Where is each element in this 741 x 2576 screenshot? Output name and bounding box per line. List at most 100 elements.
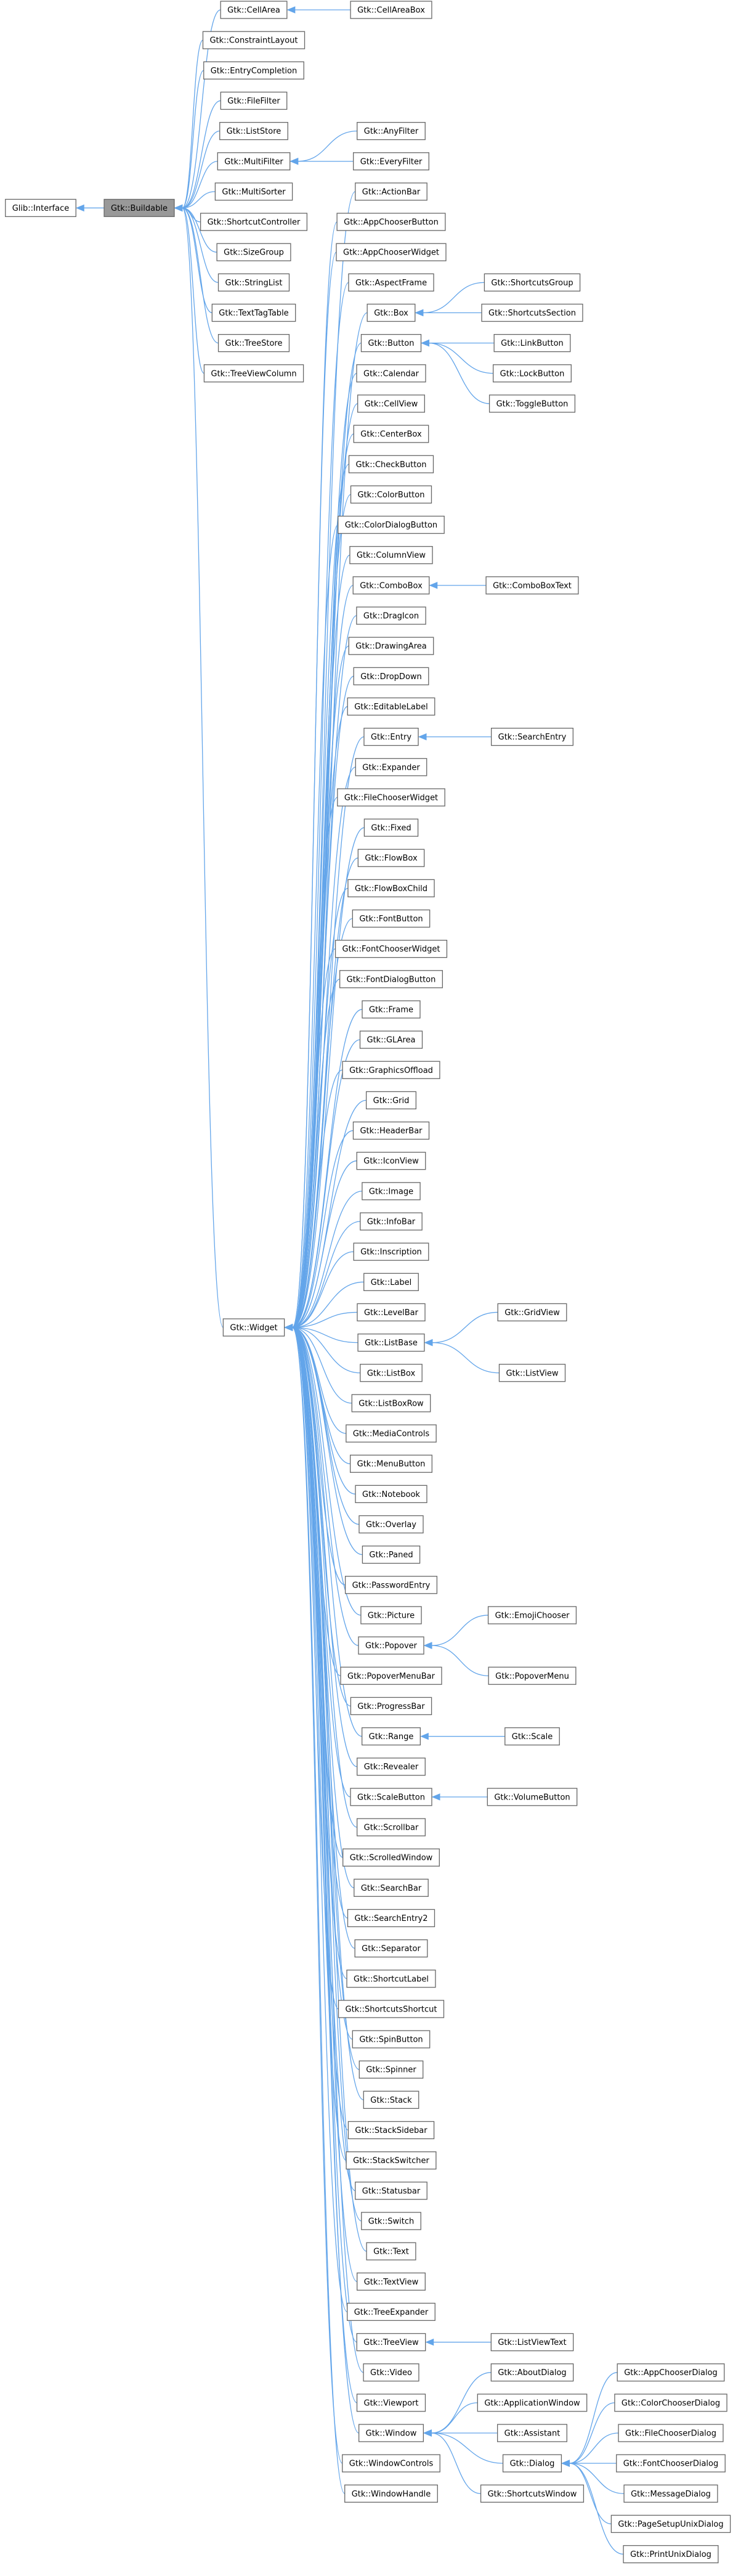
class-label: Gtk::Fixed <box>371 824 411 833</box>
class-box <box>348 637 434 655</box>
class-box <box>356 2333 426 2352</box>
inheritance-edge <box>292 1327 346 1586</box>
class-box <box>365 1091 417 1110</box>
class-box <box>350 1788 432 1806</box>
inheritance-edge <box>292 1327 357 1767</box>
class-box <box>352 909 431 928</box>
class-box <box>347 2121 435 2140</box>
class-label: Gtk::ScrolledWindow <box>350 1854 433 1863</box>
class-label: Gtk::StackSwitcher <box>353 2156 429 2166</box>
class-label: Gtk::ProgressBar <box>357 1702 425 1711</box>
inheritance-edge <box>292 1191 362 1328</box>
class-label: Gtk::PageSetupUnixDialog <box>618 2520 723 2529</box>
class-node: Gtk::ShortcutsShortcut <box>338 2000 445 2018</box>
inheritance-edge <box>292 1069 343 1328</box>
class-label: Gtk::PopoverMenu <box>495 1672 569 1681</box>
class-node: Gtk::TextTagTable <box>211 303 296 322</box>
inheritance-edge <box>569 2463 612 2525</box>
class-box <box>220 91 288 110</box>
inheritance-arrow <box>174 204 183 212</box>
inheritance-edge <box>429 343 493 374</box>
class-node: Gtk::SearchEntry <box>490 727 574 746</box>
class-node: Gtk::Stack <box>363 2090 419 2109</box>
inheritance-edge <box>292 1281 364 1328</box>
class-box <box>350 485 432 504</box>
class-box <box>342 2454 440 2472</box>
class-box <box>357 1333 425 1352</box>
class-label: Gtk::IconView <box>363 1157 419 1166</box>
class-node: Gtk::VolumeButton <box>487 1788 578 1806</box>
class-box <box>353 152 429 171</box>
class-box <box>490 2363 574 2382</box>
class-label: Gtk::MessageDialog <box>631 2490 711 2499</box>
class-node: Gtk::ShortcutsSection <box>481 303 583 322</box>
class-box <box>203 364 304 383</box>
class-node: Gtk::ListBox <box>360 1364 423 1382</box>
class-box <box>614 2394 727 2412</box>
class-node: Gtk::LinkButton <box>493 334 571 353</box>
class-node: Gtk::Overlay <box>358 1515 424 1534</box>
inheritance-edge <box>292 1327 346 2494</box>
class-node: Gtk::Calendar <box>356 364 426 383</box>
class-label: Gtk::Overlay <box>366 1520 416 1530</box>
inheritance-edge <box>182 207 219 344</box>
class-node: Gtk::ComboBox <box>352 576 430 595</box>
class-label: Gtk::AnyFilter <box>364 127 419 136</box>
class-box <box>497 2424 567 2442</box>
inheritance-edge <box>292 524 339 1328</box>
class-label: Gtk::CellAreaBox <box>357 6 425 15</box>
class-label: Gtk::DropDown <box>360 672 422 682</box>
inheritance-edge <box>182 9 221 209</box>
inheritance-edge <box>432 1342 500 1374</box>
inheritance-arrow <box>421 339 430 347</box>
inheritance-edge <box>292 1327 348 2313</box>
class-box <box>347 1909 435 1928</box>
class-node: Glib::Interface <box>5 198 76 218</box>
class-label: Gtk::ColorButton <box>358 491 425 500</box>
inheritance-edge <box>292 1327 363 1555</box>
class-node: Gtk::CenterBox <box>353 425 429 443</box>
class-label: Gtk::Frame <box>369 1005 413 1014</box>
inheritance-edge <box>431 2432 481 2494</box>
class-label: Gtk::TextTagTable <box>219 309 288 318</box>
class-label: Gtk::Text <box>373 2248 409 2257</box>
inheritance-edge <box>292 1327 359 1646</box>
class-box <box>362 1182 421 1200</box>
class-label: Gtk::ShortcutsShortcut <box>346 2005 437 2014</box>
inheritance-edge <box>292 251 337 1328</box>
class-node: Gtk::ScaleButton <box>350 1788 432 1806</box>
class-label: Gtk::Range <box>369 1732 414 1742</box>
inheritance-arrow <box>431 1793 440 1801</box>
class-node: Gtk::DragIcon <box>356 606 426 625</box>
class-node: Gtk::CellArea <box>220 1 288 19</box>
class-node: Gtk::Expander <box>355 758 427 776</box>
class-node: Gtk::ScrolledWindow <box>342 1848 440 1867</box>
class-box <box>487 1606 577 1624</box>
inheritance-arrow <box>415 309 424 317</box>
class-node: Gtk::TextView <box>357 2272 426 2291</box>
class-label: Gtk::WindowControls <box>349 2460 434 2469</box>
inheritance-edge <box>292 1039 360 1328</box>
class-box <box>344 1576 438 1594</box>
class-box <box>349 546 433 565</box>
class-box <box>203 61 304 79</box>
class-box <box>222 1318 285 1337</box>
class-node: Gtk::Scrollbar <box>357 1818 426 1836</box>
class-label: Gtk::ToggleButton <box>496 399 569 409</box>
inheritance-edge <box>431 2402 478 2434</box>
class-node: Gtk::MultiSorter <box>214 182 293 201</box>
class-box <box>220 1 288 19</box>
class-box <box>338 515 445 534</box>
class-node: Gtk::FileChooserWidget <box>337 788 445 807</box>
class-box <box>349 1454 433 1473</box>
inheritance-edge <box>569 2463 625 2494</box>
inheritance-arrow <box>561 2460 570 2467</box>
class-box <box>217 152 291 171</box>
class-node: Gtk::Text <box>366 2242 416 2260</box>
class-box <box>363 818 419 837</box>
class-label: Gtk::Scrollbar <box>364 1824 419 1833</box>
class-node: Gtk::ShortcutsWindow <box>480 2484 585 2503</box>
class-box <box>498 1364 566 1382</box>
class-box <box>336 243 447 261</box>
